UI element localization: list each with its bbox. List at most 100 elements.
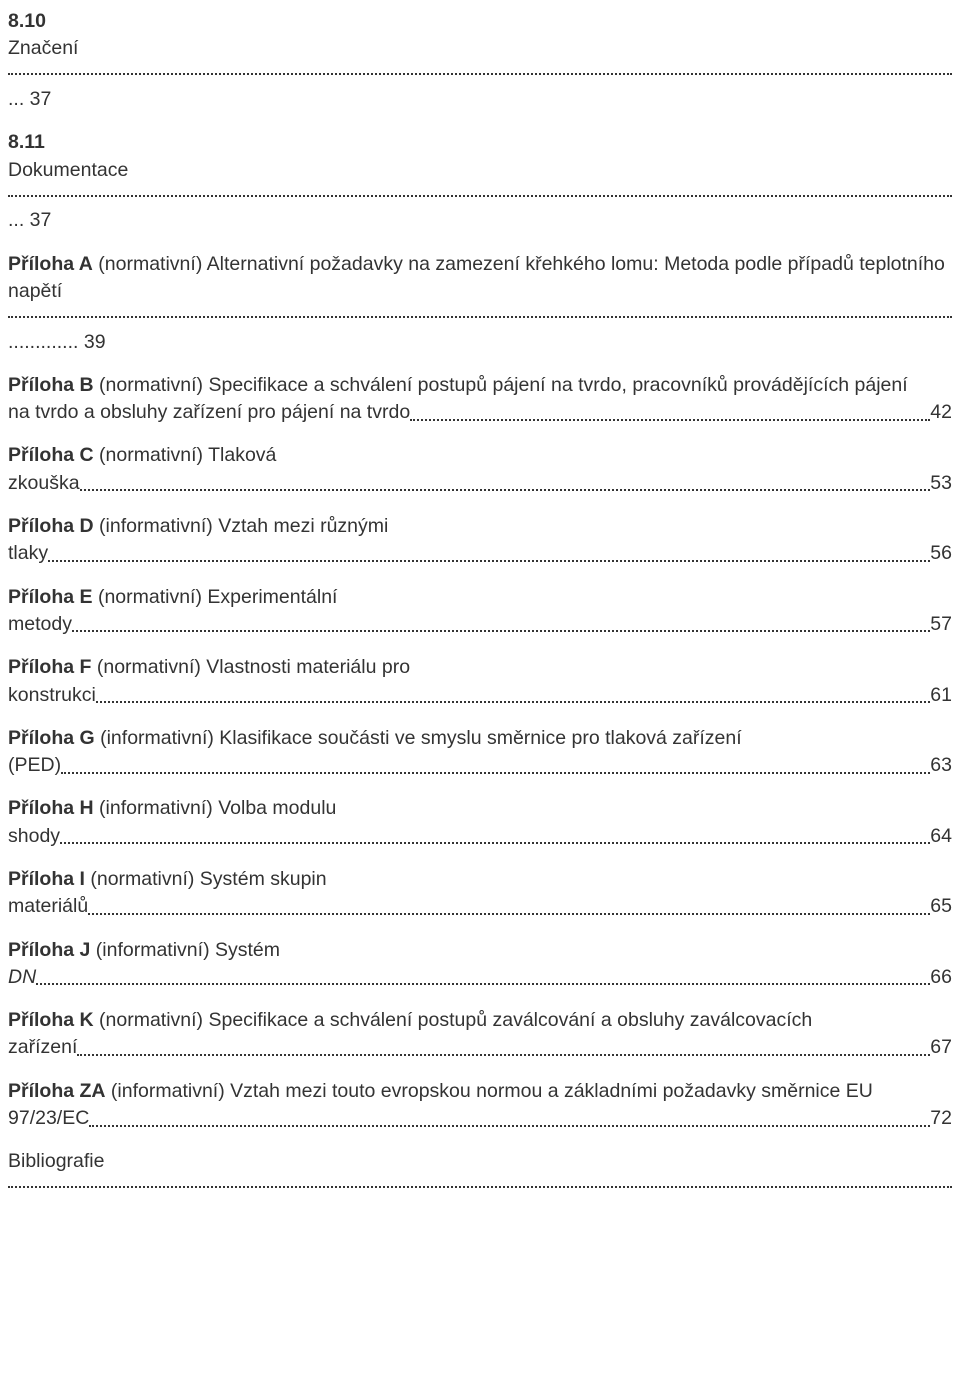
bibliography-label: Bibliografie: [8, 1150, 104, 1172]
annex-page: 53: [930, 470, 952, 497]
annexes-container: Příloha C (normativní) Tlakovázkouška 53…: [8, 442, 952, 1132]
annex-tail: konstrukci: [8, 682, 96, 709]
annex-entry: Příloha J (informativní) Systém DN 66: [8, 937, 952, 992]
annex-rest1: (normativní) Specifikace a schválení pos…: [94, 374, 908, 396]
annex-tail: tlaky: [8, 540, 48, 567]
annex-bold: Příloha H: [8, 797, 94, 819]
annex-rest: (informativní) Vztah mezi různými: [94, 515, 389, 537]
annex-bold: Příloha K: [8, 1009, 94, 1031]
section-title: Značení: [8, 35, 952, 62]
document-page: 8.10 Značení ... 37 8.11 Dokumentace ...…: [0, 0, 960, 1245]
annex-page: 65: [930, 893, 952, 920]
annex-entry: Příloha G (informativní) Klasifikace sou…: [8, 725, 952, 780]
annex-bold: Příloha C: [8, 444, 94, 466]
annex-text-line: Příloha D (informativní) Vztah mezi různ…: [8, 513, 952, 540]
annex-text-line: Příloha F (normativní) Vlastnosti materi…: [8, 654, 952, 681]
annex-bold: Příloha D: [8, 515, 94, 537]
annex-text: Příloha A (normativní) Alternativní poža…: [8, 253, 945, 302]
annex-tail: metody: [8, 611, 72, 638]
leader-fill: [88, 904, 930, 915]
annex-a: Příloha A (normativní) Alternativní poža…: [8, 251, 952, 356]
leader-line: [8, 1176, 952, 1199]
leader-line: [8, 305, 952, 328]
leader-fill: [36, 975, 930, 986]
leader-fill: [410, 410, 930, 421]
annex-text-line: Příloha K (normativní) Specifikace a sch…: [8, 1007, 952, 1034]
section-number: 8.10: [8, 10, 46, 32]
annex-tail: zařízení: [8, 1034, 77, 1061]
annex-bold: Příloha F: [8, 656, 91, 678]
annex-bold: Příloha B: [8, 374, 94, 396]
annex-bold: Příloha G: [8, 727, 95, 749]
annex-text-line: Příloha C (normativní) Tlaková: [8, 442, 952, 469]
annex-bold: Příloha J: [8, 939, 90, 961]
annex-page: ............. 39: [8, 329, 952, 356]
annex-rest: (normativní) Specifikace a schválení pos…: [94, 1009, 813, 1031]
leader-fill: [60, 833, 930, 844]
annex-tail: 97/23/EC: [8, 1105, 89, 1132]
annex-rest: (informativní) Vztah mezi touto evropsko…: [106, 1080, 873, 1102]
annex-entry: Příloha I (normativní) Systém skupin mate…: [8, 866, 952, 921]
annex-tail: shody: [8, 823, 60, 850]
annex-bold: Příloha ZA: [8, 1080, 106, 1102]
leader-fill: [61, 763, 930, 774]
annex-rest: (informativní) Klasifikace součásti ve s…: [95, 727, 742, 749]
leader-row: 97/23/EC 72: [8, 1105, 952, 1132]
section-page: ... 37: [8, 207, 952, 234]
annex-page: 66: [930, 964, 952, 991]
annex-entry: Příloha E (normativní) Experimentální met…: [8, 584, 952, 639]
annex-rest: (informativní) Volba modulu: [94, 797, 337, 819]
annex-rest: (normativní) Alternativní požadavky na z…: [8, 253, 945, 302]
annex-b: Příloha B (normativní) Specifikace a sch…: [8, 372, 952, 427]
annex-entry: Příloha ZA (informativní) Vztah mezi tou…: [8, 1078, 952, 1133]
annex-bold: Příloha I: [8, 868, 85, 890]
annex-text-line: Příloha ZA (informativní) Vztah mezi tou…: [8, 1078, 952, 1105]
annex-page: 72: [930, 1105, 952, 1132]
leader-row: shody 64: [8, 823, 952, 850]
section-8-10: 8.10 Značení ... 37: [8, 8, 952, 113]
annex-entry: Příloha C (normativní) Tlakovázkouška 53: [8, 442, 952, 497]
annex-page: 67: [930, 1034, 952, 1061]
leader-line: [8, 184, 952, 207]
annex-rest2: na tvrdo a obsluhy zařízení pro pájení n…: [8, 399, 410, 426]
annex-rest: (informativní) Systém: [90, 939, 280, 961]
leader-fill: [48, 551, 930, 562]
section-title: Dokumentace: [8, 157, 952, 184]
annex-page: 63: [930, 752, 952, 779]
leader-row: DN 66: [8, 964, 952, 991]
annex-text-line: Příloha G (informativní) Klasifikace sou…: [8, 725, 952, 752]
leader-fill: [89, 1116, 930, 1127]
annex-b-page: 42: [930, 399, 952, 426]
annex-entry: Příloha K (normativní) Specifikace a sch…: [8, 1007, 952, 1062]
annex-page: 57: [930, 611, 952, 638]
annex-bold: Příloha E: [8, 586, 93, 608]
annex-entry: Příloha H (informativní) Volba modulusho…: [8, 795, 952, 850]
annex-text: Příloha B (normativní) Specifikace a sch…: [8, 374, 908, 396]
section-8-11: 8.11 Dokumentace ... 37: [8, 129, 952, 234]
annex-tail: DN: [8, 964, 36, 991]
leader-row: konstrukci 61: [8, 682, 952, 709]
leader-row: na tvrdo a obsluhy zařízení pro pájení n…: [8, 399, 952, 426]
annex-rest: (normativní) Vlastnosti materiálu pro: [91, 656, 410, 678]
annex-tail: (PED): [8, 752, 61, 779]
annex-page: 61: [930, 682, 952, 709]
leader-row: zkouška 53: [8, 470, 952, 497]
annex-bold: Příloha A: [8, 253, 93, 275]
annex-tail: zkouška: [8, 470, 80, 497]
annex-rest: (normativní) Systém skupin: [85, 868, 327, 890]
annex-text-line: Příloha H (informativní) Volba modulu: [8, 795, 952, 822]
leader-row: metody 57: [8, 611, 952, 638]
section-number: 8.11: [8, 131, 45, 153]
bibliography: Bibliografie: [8, 1148, 952, 1199]
leader-row: tlaky 56: [8, 540, 952, 567]
annex-rest: (normativní) Experimentální: [93, 586, 338, 608]
annex-text-line: Příloha J (informativní) Systém: [8, 937, 952, 964]
annex-page: 56: [930, 540, 952, 567]
leader-line: [8, 63, 952, 86]
annex-tail: materiálů: [8, 893, 88, 920]
annex-entry: Příloha D (informativní) Vztah mezi různ…: [8, 513, 952, 568]
annex-rest: (normativní) Tlaková: [94, 444, 277, 466]
annex-entry: Příloha F (normativní) Vlastnosti materi…: [8, 654, 952, 709]
leader-row: (PED) 63: [8, 752, 952, 779]
leader-fill: [77, 1045, 930, 1056]
